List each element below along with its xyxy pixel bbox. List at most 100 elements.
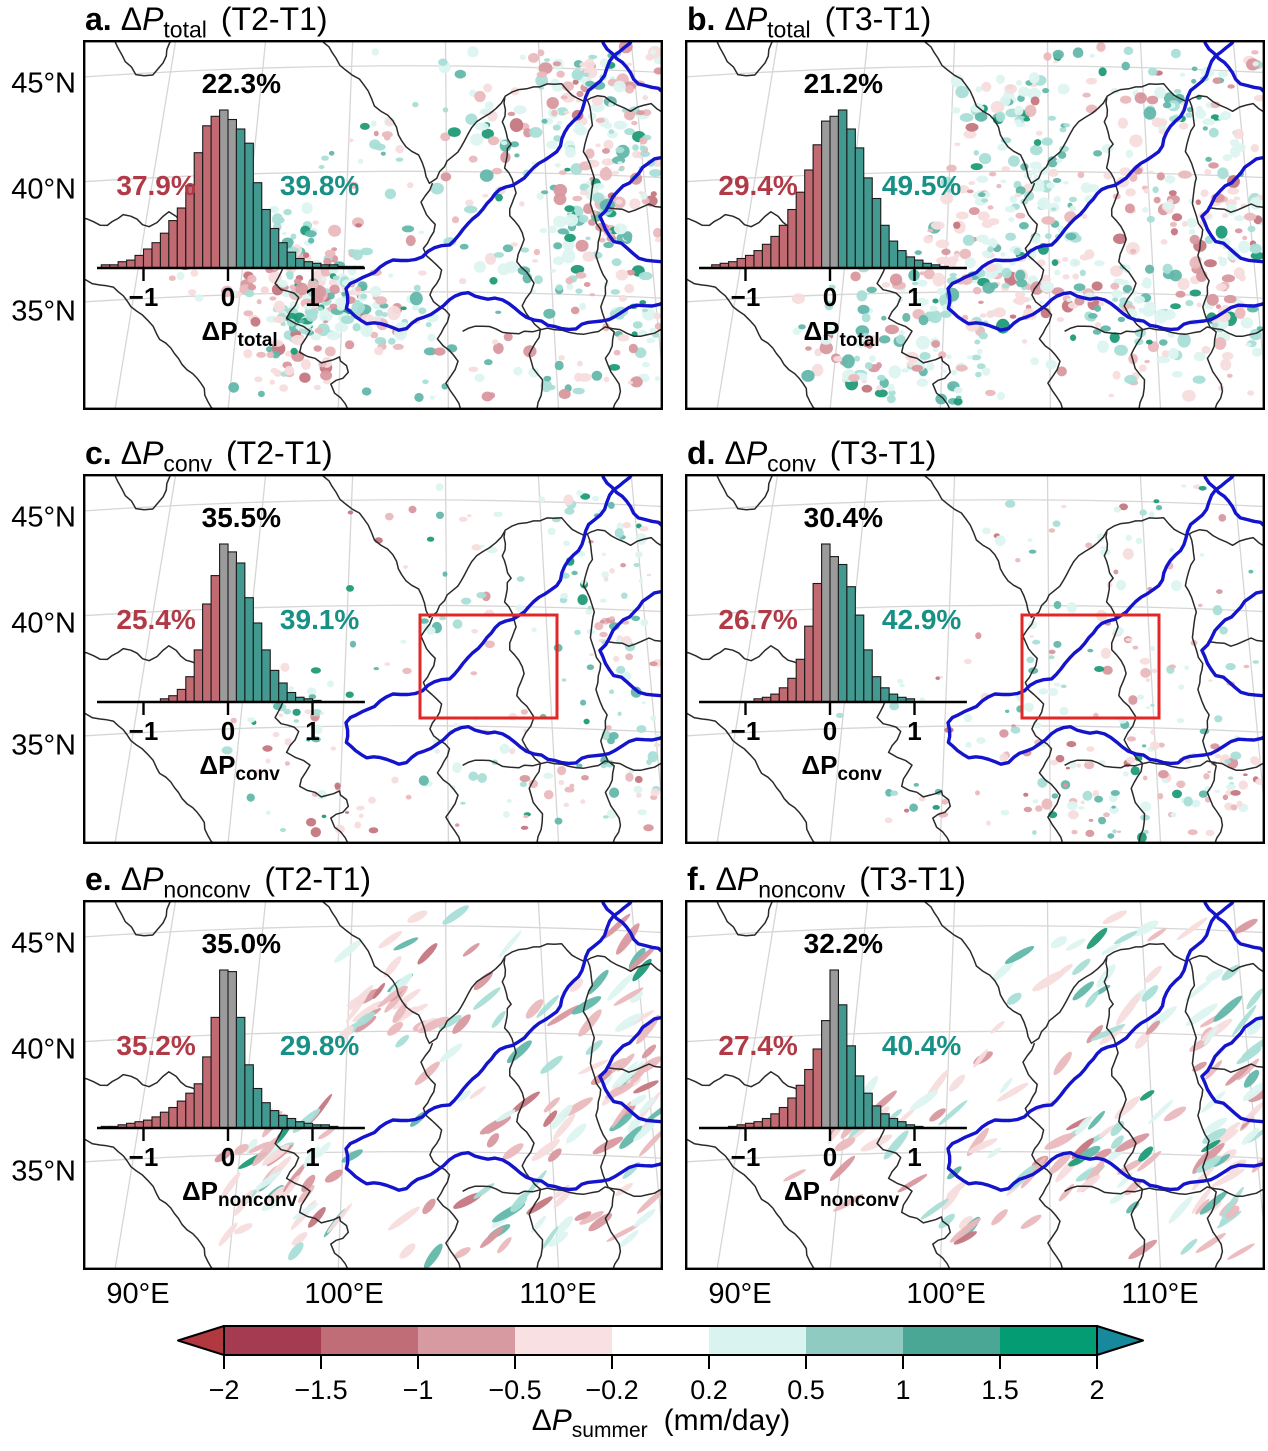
precip-anomaly-field [809, 484, 1265, 843]
pct-negative: 35.2% [116, 1030, 196, 1062]
panel-letter: e. [85, 861, 112, 897]
pct-negative: 25.4% [116, 604, 196, 636]
map-panel-a: 22.3% 37.9% 39.8% ΔPtotal −1 0 1 [83, 40, 663, 410]
lat-tick-label: 40°N [11, 607, 76, 640]
colorbar-units: (mm/day) [663, 1404, 791, 1437]
pct-positive: 39.8% [279, 170, 360, 202]
panel-letter: a. [85, 1, 112, 37]
lon-tick-label: 110°E [519, 1278, 597, 1310]
hist-tick-label: −1 [128, 1142, 159, 1173]
colorbar-tick-label: −0.5 [488, 1375, 541, 1404]
highlight-box [418, 613, 559, 720]
map-panel-f: 32.2% 27.4% 40.4% ΔPnonconv −1 0 1 [685, 900, 1265, 1270]
lat-tick-label: 40°N [11, 173, 76, 206]
precip-anomaly-field [783, 910, 1265, 1260]
colorbar-arrow-right [1096, 1325, 1144, 1356]
hist-tick-label: 0 [220, 1142, 236, 1173]
colorbar-tick-label: 1.5 [981, 1375, 1019, 1404]
panel-f: f. ΔPnonconv (T3-T1) 32.2% 27.4% 40.4% ΔPn… [685, 862, 1265, 1274]
map-canvas [685, 474, 1265, 844]
lon-tick-label: 100°E [906, 1278, 986, 1310]
pct-positive: 42.9% [881, 604, 962, 636]
pct-positive: 49.5% [881, 170, 962, 202]
hist-tick-label: 1 [907, 716, 922, 747]
hist-tick-label: 0 [220, 282, 236, 313]
panel-b: b. ΔPtotal (T3-T1) 21.2% 29.4% 49.5% ΔPtot… [685, 2, 1265, 414]
histogram [97, 543, 365, 715]
pct-negative: 26.7% [718, 604, 798, 636]
panel-letter: c. [85, 435, 112, 471]
hist-tick-label: 1 [305, 1142, 320, 1173]
lat-tick-label: 40°N [11, 1033, 76, 1066]
map-panel-e: 35.0% 35.2% 29.8% ΔPnonconv −1 0 1 [83, 900, 663, 1270]
pct-negative: 27.4% [718, 1030, 798, 1062]
histogram [97, 109, 365, 281]
lat-tick-label: 35°N [11, 295, 76, 328]
panel-period: (T2-T1) [264, 861, 372, 897]
pct-near-zero: 35.0% [201, 928, 282, 960]
panel-variable: ΔPnonconv [120, 861, 251, 903]
lat-tick-label: 35°N [11, 729, 76, 762]
panel-title: c. ΔPconv (T2-T1) [85, 435, 333, 477]
pct-near-zero: 21.2% [803, 68, 884, 100]
panel-title: a. ΔPtotal (T2-T1) [85, 1, 328, 43]
panel-letter: d. [687, 435, 716, 471]
pct-negative: 29.4% [718, 170, 798, 202]
hist-tick-label: −1 [730, 716, 761, 747]
hist-xlabel: ΔPconv [199, 749, 280, 785]
colorbar-tick-label: −1 [403, 1375, 434, 1404]
hist-tick-label: 0 [822, 1142, 838, 1173]
hist-xlabel: ΔPnonconv [181, 1175, 298, 1211]
hist-tick-label: 1 [305, 716, 320, 747]
panel-period: (T2-T1) [220, 1, 328, 37]
colorbar-tick-label: −0.2 [585, 1375, 638, 1404]
panel-period: (T3-T1) [829, 435, 937, 471]
colorbar-tick-label: −1.5 [294, 1375, 347, 1404]
panel-letter: f. [687, 861, 707, 897]
lon-tick-label: 90°E [708, 1278, 772, 1310]
colorbar-tick-label: 1 [895, 1375, 910, 1404]
panel-letter: b. [687, 1, 716, 37]
hist-xlabel: ΔPtotal [201, 315, 278, 351]
histogram [97, 969, 365, 1141]
lat-tick-label: 45°N [11, 67, 76, 100]
pct-positive: 40.4% [881, 1030, 962, 1062]
hist-tick-label: −1 [128, 282, 159, 313]
lon-tick-label: 90°E [106, 1278, 170, 1310]
hist-tick-label: 1 [907, 282, 922, 313]
panel-c: c. ΔPconv (T2-T1) 35.5% 25.4% 39.1% ΔPconv… [83, 436, 663, 848]
hist-tick-label: 1 [907, 1142, 922, 1173]
lat-tick-label: 45°N [11, 927, 76, 960]
panel-d: d. ΔPconv (T3-T1) 30.4% 26.7% 42.9% ΔPconv… [685, 436, 1265, 848]
panel-variable: ΔPtotal [120, 1, 207, 43]
panel-variable: ΔPconv [724, 435, 816, 477]
highlight-box [1020, 613, 1161, 720]
colorbar: −2 −1.5 −1 −0.5 −0.2 0.2 0.5 1 1.5 2 ΔPsummer (mm/… [0, 1320, 1268, 1451]
map-panel-c: 35.5% 25.4% 39.1% ΔPconv −1 0 1 [83, 474, 663, 844]
lat-tick-label: 35°N [11, 1155, 76, 1188]
pct-near-zero: 30.4% [803, 502, 884, 534]
panel-variable: ΔPnonconv [715, 861, 846, 903]
hist-tick-label: 0 [822, 716, 838, 747]
histogram [699, 543, 967, 715]
hist-tick-label: 0 [220, 716, 236, 747]
colorbar-tick-label: 0.2 [690, 1375, 728, 1404]
panel-variable: ΔPtotal [724, 1, 811, 43]
map-canvas [685, 40, 1265, 410]
hist-tick-label: 1 [305, 282, 320, 313]
colorbar-label: ΔPsummer (mm/day) [531, 1404, 791, 1442]
hist-xlabel: ΔPtotal [803, 315, 880, 351]
hist-xlabel: ΔPconv [801, 749, 882, 785]
panel-e: e. ΔPnonconv (T2-T1) 35.0% 35.2% 29.8% ΔPn… [83, 862, 663, 1274]
panel-title: b. ΔPtotal (T3-T1) [687, 1, 931, 43]
panel-variable: ΔPconv [120, 435, 212, 477]
colorbar-tick-label: 2 [1089, 1375, 1104, 1404]
hist-tick-label: −1 [730, 282, 761, 313]
map-panel-d: 30.4% 26.7% 42.9% ΔPconv −1 0 1 [685, 474, 1265, 844]
pct-positive: 29.8% [279, 1030, 360, 1062]
map-canvas [83, 40, 663, 410]
colorbar-tick-label: −2 [209, 1375, 240, 1404]
panel-a: a. ΔPtotal (T2-T1) 22.3% 37.9% 39.8% ΔPtot… [83, 2, 663, 414]
panel-title: e. ΔPnonconv (T2-T1) [85, 861, 372, 903]
